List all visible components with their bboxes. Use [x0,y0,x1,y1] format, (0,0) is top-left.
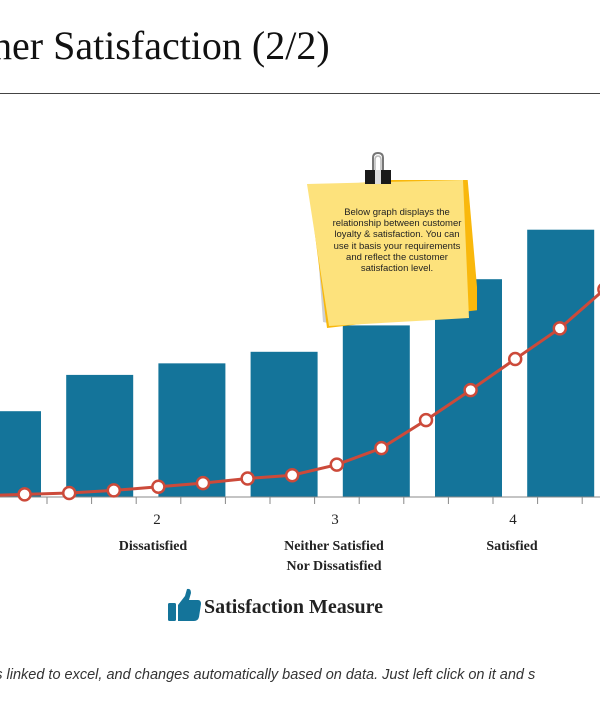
trend-point [552,321,568,336]
x-tick-label: 4 [509,512,517,528]
sticky-note-text: Below graph displays the relationship be… [332,207,462,275]
category-label: Neither Satisfied Nor Dissatisfied [284,539,384,574]
x-axis-tick-labels: 2 3 4 [153,512,517,528]
binder-clip-icon [364,151,392,186]
bar [527,229,595,497]
trend-point [106,483,122,498]
category-label: ed [0,557,20,577]
trend-point [17,487,32,502]
trend-point [195,475,211,491]
bar [342,325,410,497]
x-axis-ticks [46,497,583,504]
x-tick-label: 3 [331,512,339,528]
trend-point [418,412,434,428]
trend-point [61,485,77,501]
trend-point [284,467,300,483]
trend-point [240,471,255,486]
category-label: Dissatisfied [118,539,188,554]
bar [158,363,226,497]
footer-note: is linked to excel, and changes automati… [0,667,536,683]
trend-point [463,382,478,398]
category-label: Satisfied [486,539,538,554]
bar-series [0,229,595,497]
trend-point [507,351,523,367]
trend-point [329,457,345,472]
bar [0,411,41,497]
x-tick-label: 2 [153,512,161,528]
sticky-note [307,172,479,328]
bar [66,374,134,497]
trend-points [17,283,600,502]
trend-point [374,440,389,456]
thumbs-up-icon [166,587,202,628]
title-divider [0,93,600,94]
x-axis-title-text: Satisfaction Measure [204,596,384,618]
page-title: her Satisfaction (2/2) [0,23,330,68]
trend-point [151,479,166,495]
x-axis-title: Satisfaction Measure [166,587,383,628]
